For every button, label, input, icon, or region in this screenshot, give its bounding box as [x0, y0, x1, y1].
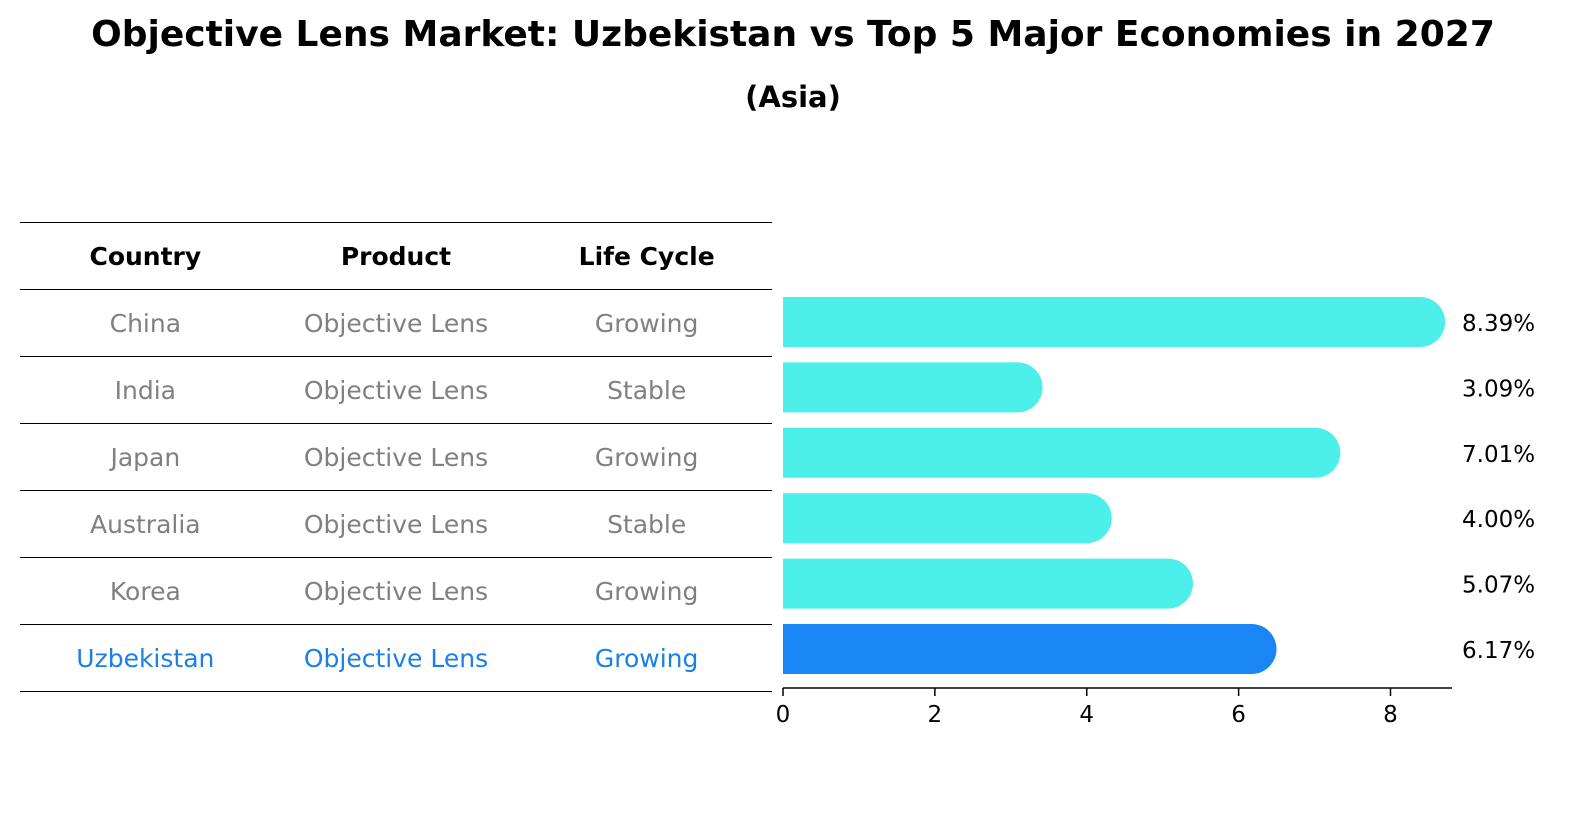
table-row: Korea Objective Lens Growing — [20, 557, 772, 625]
x-tick-label: 8 — [1383, 702, 1398, 728]
header-product: Product — [270, 222, 522, 290]
market-table: Country Product Life Cycle China Objecti… — [20, 222, 772, 692]
table-row: India Objective Lens Stable — [20, 356, 772, 424]
bar-india — [783, 362, 1043, 413]
cell-life-cycle: Growing — [521, 557, 772, 625]
value-label: 6.17% — [1462, 638, 1535, 664]
cell-country: Japan — [20, 423, 271, 491]
cell-country: Australia — [20, 490, 271, 558]
cell-life-cycle: Growing — [521, 624, 772, 692]
table-row: China Objective Lens Growing — [20, 289, 772, 357]
cell-country: India — [20, 356, 271, 424]
x-tick-label: 0 — [776, 702, 791, 728]
cell-country: Uzbekistan — [20, 624, 271, 692]
table-row: Australia Objective Lens Stable — [20, 490, 772, 558]
x-tick-label: 6 — [1231, 702, 1246, 728]
header-life-cycle: Life Cycle — [521, 222, 772, 290]
cell-product: Objective Lens — [270, 423, 522, 491]
cell-country: Korea — [20, 557, 271, 625]
bar-uzbekistan — [783, 624, 1277, 674]
cell-life-cycle: Growing — [521, 289, 772, 357]
cell-life-cycle: Stable — [521, 490, 772, 558]
x-tick-label: 2 — [928, 702, 943, 728]
value-label: 4.00% — [1462, 507, 1535, 533]
chart-subtitle: (Asia) — [745, 80, 841, 114]
value-label: 8.39% — [1462, 311, 1535, 337]
bar-china — [783, 297, 1446, 347]
cell-product: Objective Lens — [270, 356, 522, 424]
table-header-row: Country Product Life Cycle — [20, 222, 772, 290]
cell-country: China — [20, 289, 271, 357]
bar-japan — [783, 427, 1341, 478]
x-tick-label: 4 — [1079, 702, 1094, 728]
chart-title: Objective Lens Market: Uzbekistan vs Top… — [91, 14, 1495, 55]
cell-life-cycle: Growing — [521, 423, 772, 491]
value-label: 3.09% — [1462, 376, 1535, 402]
value-label: 7.01% — [1462, 442, 1535, 468]
cell-product: Objective Lens — [270, 557, 522, 625]
table-row-highlighted: Uzbekistan Objective Lens Growing — [20, 624, 772, 692]
table-row: Japan Objective Lens Growing — [20, 423, 772, 491]
bar-australia — [783, 493, 1112, 544]
value-label: 5.07% — [1462, 573, 1535, 599]
header-country: Country — [20, 222, 271, 290]
cell-product: Objective Lens — [270, 490, 522, 558]
cell-product: Objective Lens — [270, 289, 522, 357]
cell-product: Objective Lens — [270, 624, 522, 692]
bar-korea — [783, 558, 1193, 609]
